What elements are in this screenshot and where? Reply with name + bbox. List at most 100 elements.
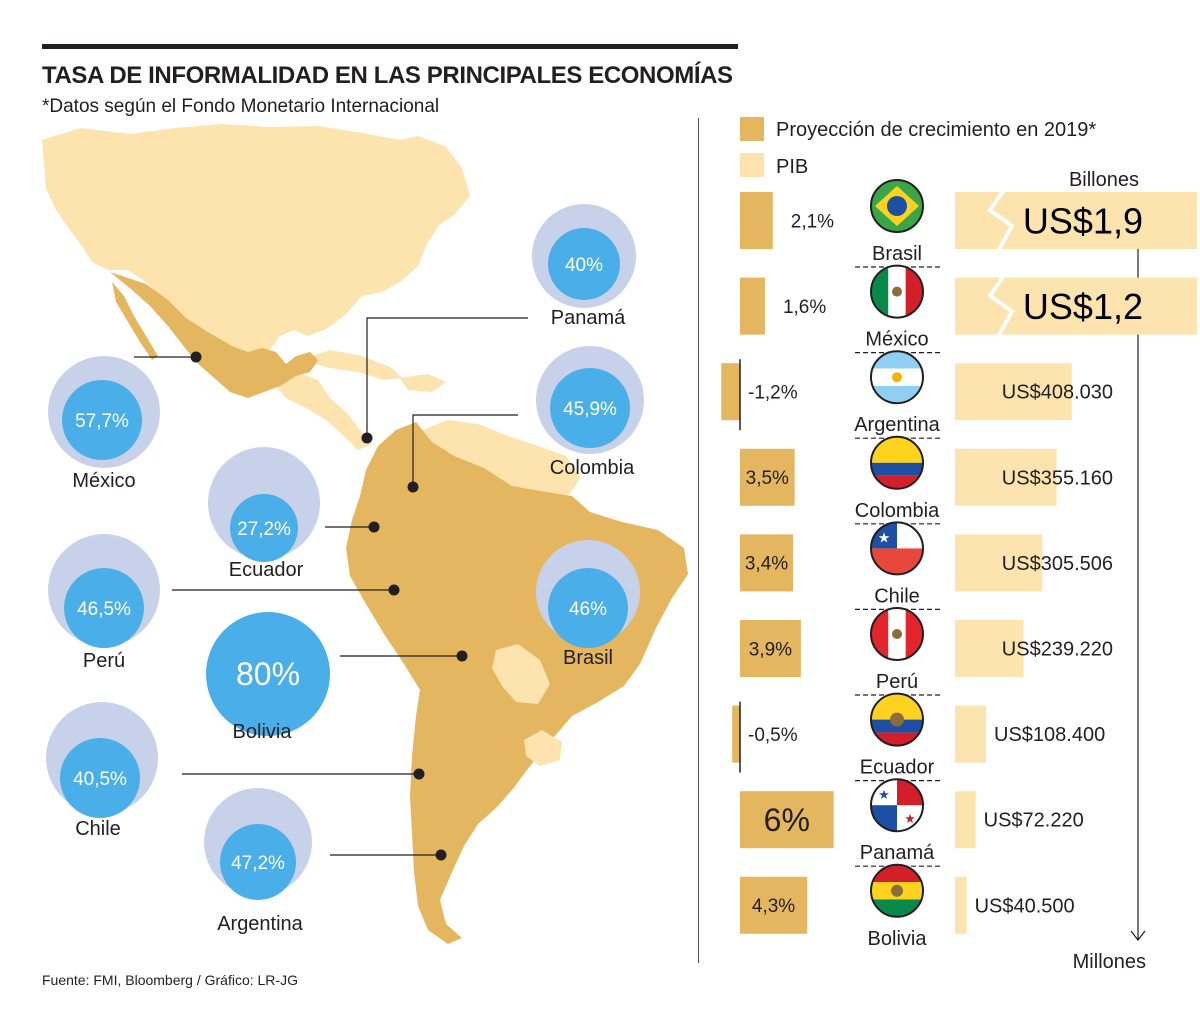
- pib-label-ecuador: US$108.400: [994, 724, 1105, 746]
- flag-sun: [892, 372, 902, 383]
- flag-ring-ecuador: [870, 692, 924, 747]
- bubble-value-brasil: 46%: [569, 599, 607, 620]
- flag-star-blue: ★: [878, 787, 890, 802]
- venezuela-guyanas-land: [418, 420, 580, 498]
- pib-label-chile: US$305.506: [1002, 553, 1113, 575]
- bubble-country-peru: Perú: [83, 650, 125, 672]
- pib-bar-peru: [955, 620, 1024, 677]
- bubble-inner-bolivia: [206, 612, 330, 736]
- top-rule: [42, 44, 738, 49]
- bubble-value-mexico: 57,7%: [75, 411, 129, 432]
- growth-label-chile: 3,4%: [745, 554, 788, 575]
- paraguay-land: [492, 644, 550, 704]
- pib-break-brasil: [987, 188, 1015, 252]
- bubble-inner-mexico: [62, 380, 142, 460]
- leader-line-colombia: [412, 414, 518, 487]
- map-dot-ecuador: [368, 521, 380, 533]
- growth-bar-peru: [740, 620, 801, 677]
- map-dot-peru: [388, 584, 400, 596]
- growth-bar-chile: [740, 534, 794, 592]
- central-america-light-land: [272, 372, 372, 450]
- pib-label-brasil: US$1,9: [1023, 201, 1143, 242]
- growth-bar-ecuador: [732, 705, 740, 763]
- growth-label-bolivia: 4,3%: [752, 896, 795, 917]
- bubble-value-panama: 40%: [565, 255, 603, 276]
- growth-label-brasil: 2,1%: [791, 211, 834, 232]
- growth-label-panama: 6%: [764, 802, 810, 838]
- bubble-inner-brasil: [548, 568, 628, 648]
- map-dot-mexico: [190, 351, 202, 363]
- bubble-value-colombia: 45,9%: [563, 399, 617, 420]
- legend-growth-swatch: [740, 117, 764, 141]
- bubble-inner-ecuador: [230, 494, 298, 562]
- growth-bar-bolivia: [740, 876, 808, 934]
- flag-emblem: [892, 286, 902, 297]
- pib-break-mexico: [987, 274, 1015, 338]
- growth-label-argentina: -1,2%: [748, 383, 798, 404]
- flag-star-red: ★: [904, 811, 916, 826]
- map-dot-panama: [361, 432, 373, 444]
- bubble-inner-panama: [548, 228, 620, 300]
- pib-label-colombia: US$355.160: [1002, 467, 1113, 489]
- map-panel: 40% Panamá 57,7% México 45,9% Colombia 27,2% Ec…: [42, 124, 688, 944]
- flag-emblem: [892, 629, 902, 639]
- bubble-country-ecuador: Ecuador: [229, 559, 304, 581]
- bubble-country-mexico: México: [72, 470, 135, 492]
- flag-ring-peru: [870, 607, 924, 661]
- pib-bar-panama: [955, 791, 976, 849]
- bubble-value-chile: 40,5%: [73, 769, 127, 790]
- uruguay-land: [524, 730, 562, 766]
- map-dot-brasil: [456, 650, 468, 662]
- flag-bottom: [871, 548, 923, 575]
- growth-bar-mexico: [740, 277, 765, 335]
- flag-ring-bolivia: [870, 863, 924, 918]
- growth-bar-colombia: [740, 448, 795, 506]
- bubble-country-argentina: Argentina: [217, 913, 303, 935]
- country-label-peru: Perú: [876, 671, 918, 693]
- flag-band-1: [871, 436, 923, 463]
- growth-label-peru: 3,9%: [749, 639, 792, 660]
- growth-bar-panama: [740, 791, 834, 849]
- flag-emblem: [890, 712, 904, 727]
- flag-ring-panama: [870, 778, 924, 833]
- country-label-bolivia: Bolivia: [868, 928, 928, 950]
- flag-ring-argentina: [870, 350, 924, 405]
- bubble-inner-peru: [64, 568, 144, 648]
- map-dot-colombia: [407, 481, 419, 493]
- pib-bar-argentina: [955, 363, 1072, 421]
- leader-line-panama: [366, 317, 528, 438]
- legend-pib-swatch: [740, 153, 764, 177]
- page-title: TASA DE INFORMALIDAD EN LAS PRINCIPALES …: [42, 62, 733, 89]
- country-label-argentina: Argentina: [854, 414, 940, 436]
- country-label-colombia: Colombia: [855, 500, 940, 522]
- bubble-inner-argentina: [220, 824, 296, 900]
- pib-label-panama: US$72.220: [984, 810, 1084, 832]
- flag-ring-chile: [870, 521, 924, 576]
- pib-bar-chile: [955, 534, 1043, 592]
- pib-label-bolivia: US$40.500: [975, 895, 1075, 917]
- units-arrow-head: [1130, 930, 1146, 941]
- source-note: Fuente: FMI, Bloomberg / Gráfico: LR-JG: [42, 972, 298, 988]
- bubble-country-colombia: Colombia: [550, 457, 635, 479]
- pib-bar-colombia: [955, 448, 1057, 506]
- map-dot-argentina: [435, 849, 447, 861]
- map-dot-chile: [413, 768, 425, 780]
- growth-label-mexico: 1,6%: [783, 297, 826, 318]
- flag-ring-brasil: [870, 179, 924, 233]
- units-top-label: Billones: [1069, 169, 1139, 191]
- flag-brasil-icon: [871, 180, 923, 232]
- bubble-country-panama: Panamá: [551, 307, 626, 329]
- informality-bubbles: 40% Panamá 57,7% México 45,9% Colombia 27,2% Ec…: [46, 204, 644, 935]
- bubble-country-bolivia: Bolivia: [233, 721, 293, 743]
- section-divider: [698, 118, 699, 963]
- flag-ring-mexico: [870, 264, 924, 319]
- hispaniola-land: [400, 374, 446, 392]
- growth-bar-argentina: [721, 363, 740, 421]
- country-label-panama: Panamá: [860, 842, 935, 864]
- country-label-chile: Chile: [874, 585, 920, 607]
- legend-pib-label: PIB: [776, 156, 808, 178]
- cuba-land: [300, 350, 402, 380]
- bar-rows: 2,1% Brasil US$1,9 1,6% México US$1,2 -1,2% Arg…: [721, 179, 1197, 950]
- growth-label-colombia: 3,5%: [746, 468, 789, 489]
